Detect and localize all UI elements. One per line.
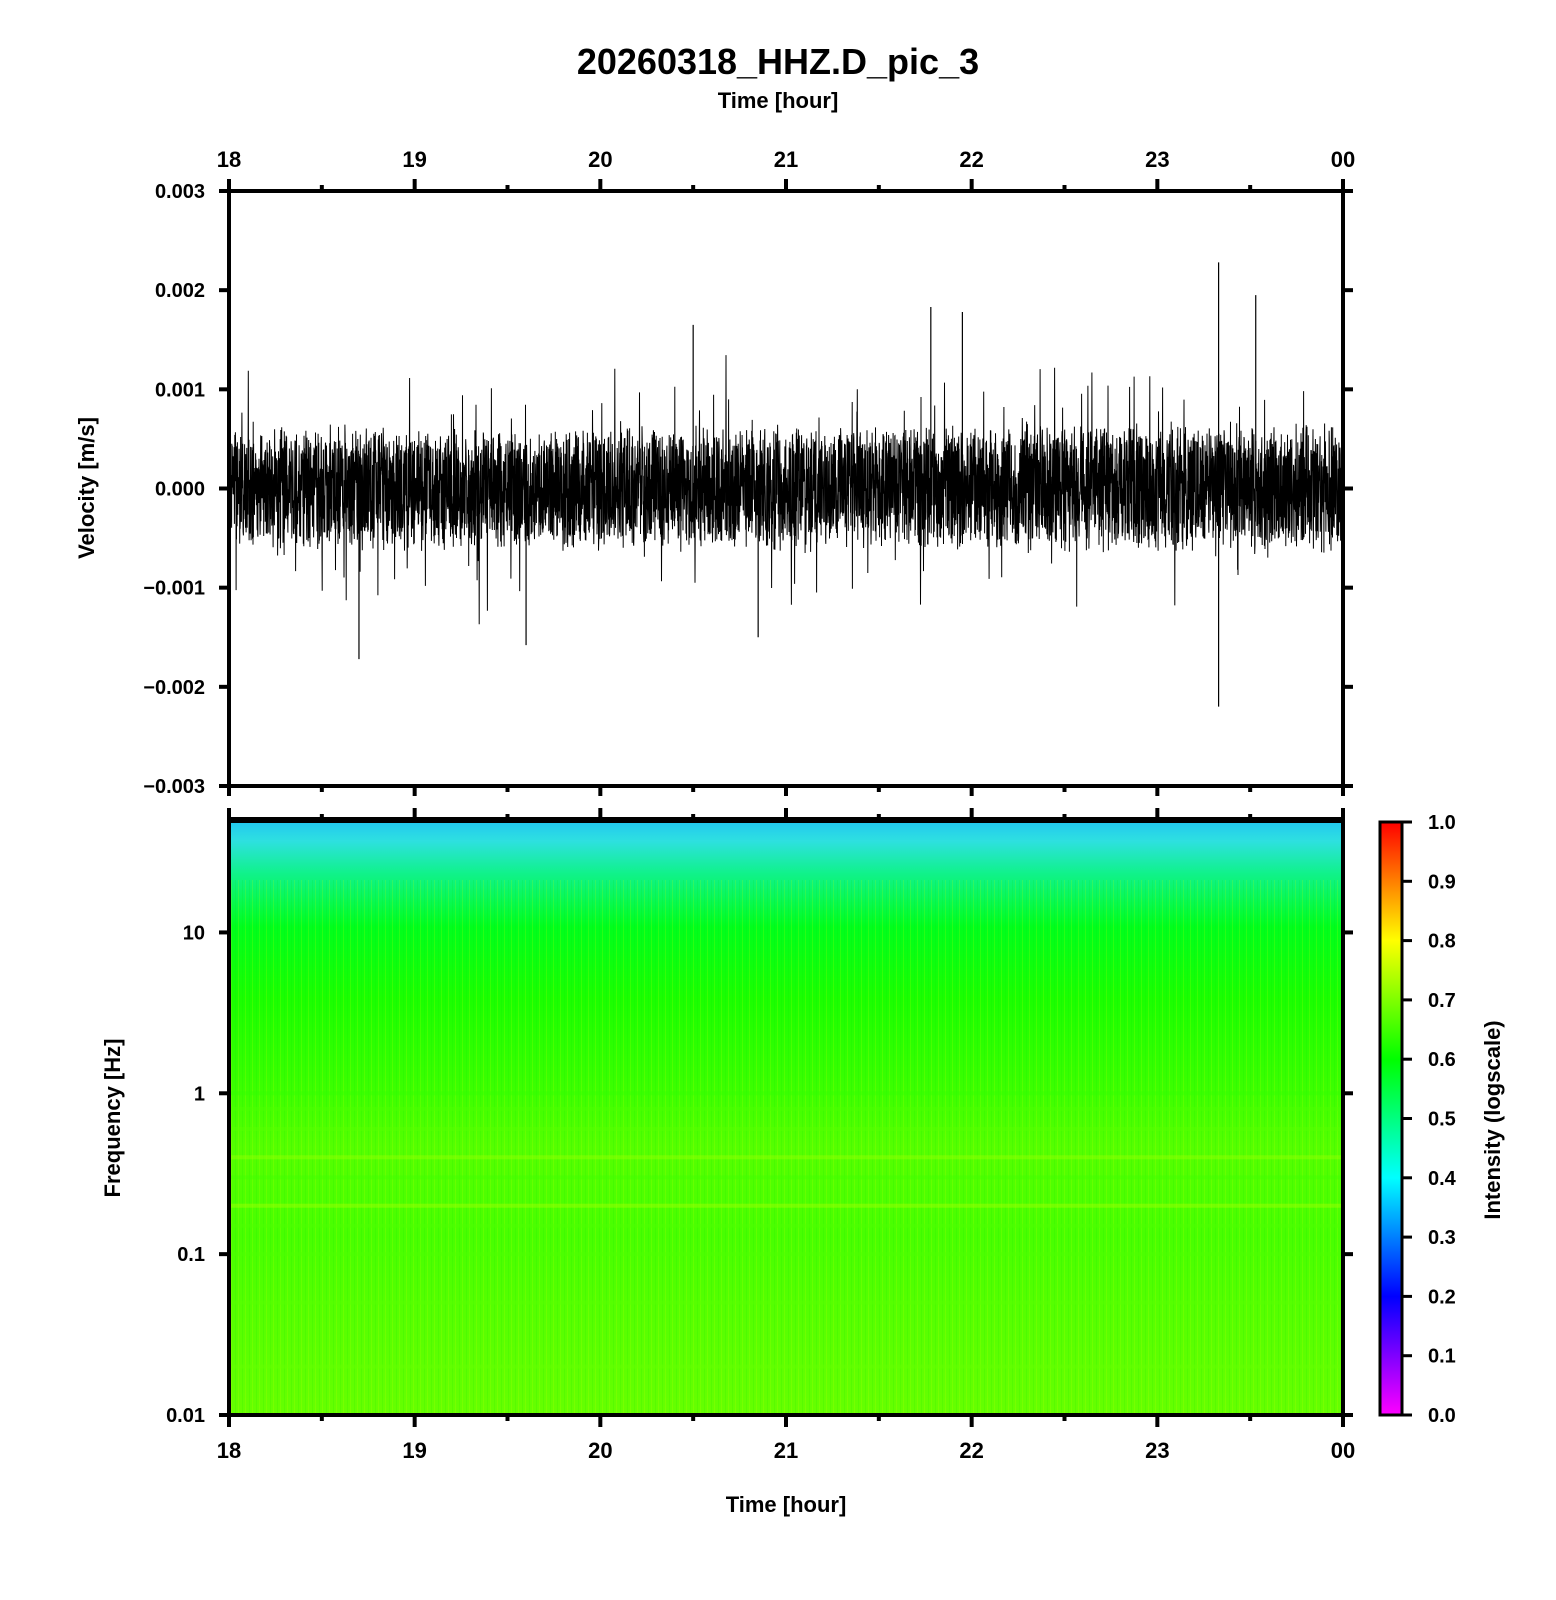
spectrogram-y-tick-label: 1 xyxy=(194,1083,205,1105)
waveform-y-ticks: 0.003 0.002 0.001 0.000 −0.001 −0.002 −0.003 xyxy=(143,181,1353,798)
chart-title: 20260318_HHZ.D_pic_3 xyxy=(577,41,979,82)
waveform-trace xyxy=(228,355,1344,625)
colorbar-tick-label: 0.1 xyxy=(1428,1346,1456,1368)
spectrogram-panel: 18 19 20 21 22 23 00 10 1 0.1 0.01 Frequency [Hz]… xyxy=(100,808,1355,1517)
spectrogram-texture xyxy=(231,880,1341,1415)
spectrogram-band xyxy=(231,1364,1341,1369)
spectrogram-band xyxy=(231,1091,1341,1096)
spectrogram-x-tick-label: 20 xyxy=(588,1438,612,1463)
spectrogram-x-tick-label: 23 xyxy=(1145,1438,1169,1463)
colorbar-gradient xyxy=(1378,820,1404,1417)
spectrogram-band xyxy=(231,1126,1341,1131)
spectrogram-x-tick-label: 18 xyxy=(217,1438,241,1463)
waveform-panel: 18 19 20 21 22 23 00 0.003 0.002 0.001 0.000 −0.00… xyxy=(74,147,1355,798)
waveform-y-tick-label: −0.001 xyxy=(143,578,205,600)
colorbar-tick-label: 1.0 xyxy=(1428,812,1456,834)
colorbar-tick-label: 0.2 xyxy=(1428,1286,1456,1308)
top-x-tick-label: 21 xyxy=(774,147,798,172)
waveform-y-tick-label: 0.000 xyxy=(155,479,205,501)
spectrogram-band xyxy=(231,1106,1341,1111)
colorbar-tick-label: 0.5 xyxy=(1428,1109,1456,1131)
top-x-tick-label: 19 xyxy=(402,147,426,172)
spectrogram-y-tick-label: 0.01 xyxy=(166,1405,205,1427)
top-x-tick-label: 22 xyxy=(959,147,983,172)
waveform-y-tick-label: 0.003 xyxy=(155,181,205,203)
colorbar-tick-label: 0.8 xyxy=(1428,931,1456,953)
waveform-frame xyxy=(227,189,1345,788)
spectrogram-band xyxy=(231,1223,1341,1228)
waveform-y-axis-label: Velocity [m/s] xyxy=(74,417,99,559)
colorbar-tick-label: 0.0 xyxy=(1428,1405,1456,1427)
spectrogram-band xyxy=(231,1252,1341,1257)
colorbar-tick-label: 0.6 xyxy=(1428,1049,1456,1071)
top-x-axis-label: Time [hour] xyxy=(718,88,839,113)
spectrogram-x-tick-label: 19 xyxy=(402,1438,426,1463)
waveform-y-tick-label: −0.002 xyxy=(143,677,205,699)
colorbar-tick-label: 0.4 xyxy=(1428,1168,1457,1190)
spectrogram-y-axis-label: Frequency [Hz] xyxy=(100,1039,125,1198)
spectrogram-x-tick-label: 21 xyxy=(774,1438,798,1463)
spectrogram-y-tick-label: 0.1 xyxy=(177,1244,205,1266)
spectrogram-band xyxy=(231,1175,1341,1180)
waveform-y-tick-label: 0.002 xyxy=(155,280,205,302)
waveform-peaks xyxy=(358,262,1257,707)
spectrogram-band xyxy=(231,1203,1341,1208)
waveform-top-x-ticks: 18 19 20 21 22 23 00 xyxy=(217,147,1355,796)
top-x-tick-label: 20 xyxy=(588,147,612,172)
spectrogram-x-tick-label: 22 xyxy=(959,1438,983,1463)
colorbar-ticks: 1.0 0.9 0.8 0.7 0.6 0.5 0.4 0.3 0.2 0.1 0.0 xyxy=(1402,812,1457,1427)
colorbar-tick-label: 0.3 xyxy=(1428,1227,1456,1249)
spectrogram-band xyxy=(231,1300,1341,1305)
top-x-tick-label: 00 xyxy=(1331,147,1355,172)
top-x-tick-label: 18 xyxy=(217,147,241,172)
spectrogram-x-axis-label: Time [hour] xyxy=(726,1492,847,1517)
colorbar: 1.0 0.9 0.8 0.7 0.6 0.5 0.4 0.3 0.2 0.1 0.0 Intens… xyxy=(1378,812,1505,1427)
spectrogram-x-tick-label: 00 xyxy=(1331,1438,1355,1463)
spectrogram-band xyxy=(231,1155,1341,1160)
spectrogram-y-tick-label: 10 xyxy=(183,922,205,944)
waveform-y-tick-label: 0.001 xyxy=(155,379,205,401)
waveform-y-tick-label: −0.003 xyxy=(143,776,205,798)
top-x-tick-label: 23 xyxy=(1145,147,1169,172)
colorbar-tick-label: 0.7 xyxy=(1428,990,1456,1012)
colorbar-label: Intensity (logscale) xyxy=(1480,1020,1505,1219)
colorbar-tick-label: 0.9 xyxy=(1428,871,1456,893)
